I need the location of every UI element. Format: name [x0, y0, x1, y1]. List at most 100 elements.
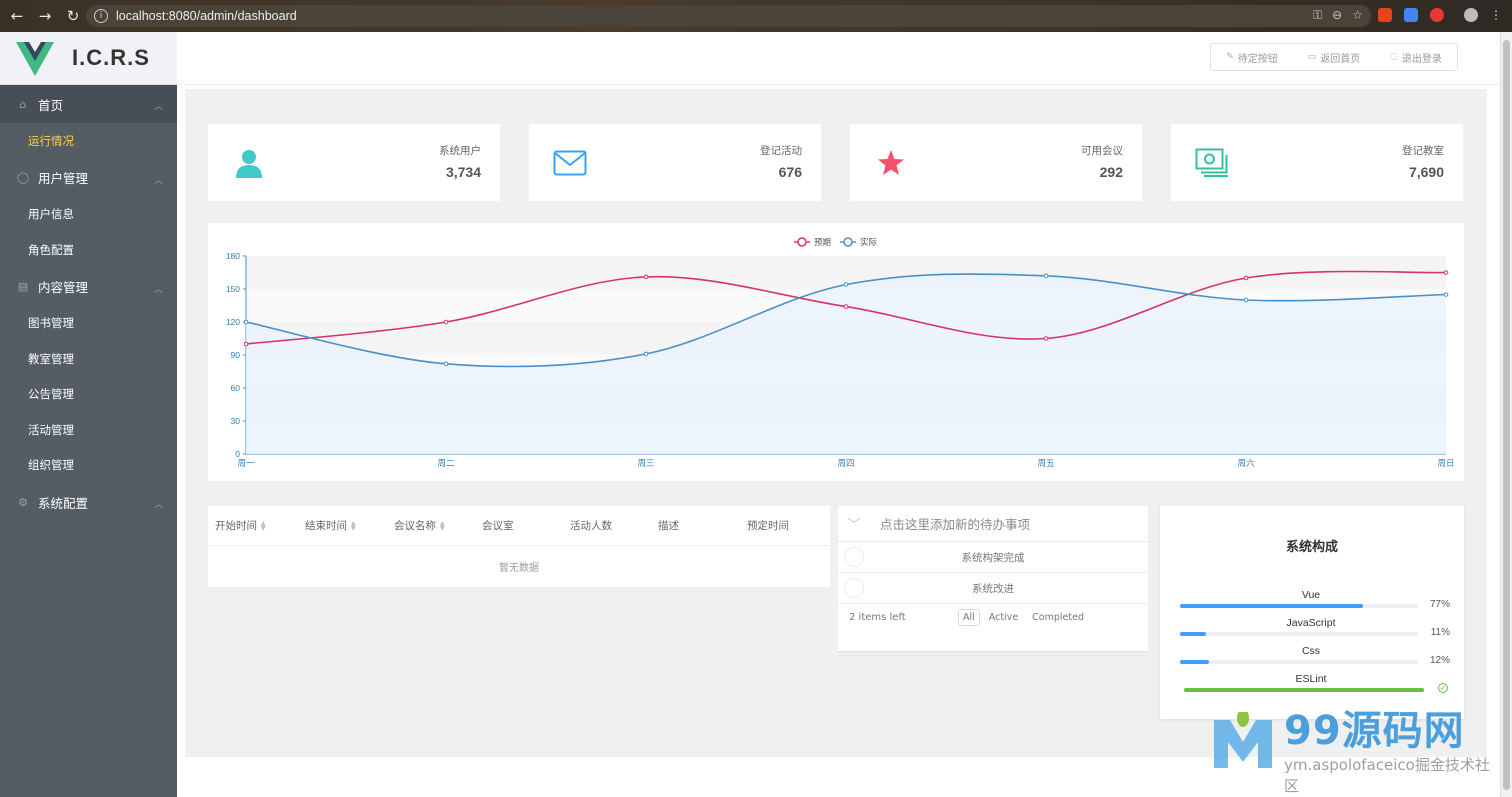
stat-value: 3,734 — [445, 164, 481, 180]
back-icon[interactable]: ← — [10, 7, 24, 25]
data-point — [1243, 297, 1249, 303]
table-column-header[interactable]: 结束时间 ▲ ▼ — [305, 518, 356, 533]
translate-extension-icon[interactable] — [1404, 8, 1418, 22]
todo-card: ﹀ 点击这里添加新的待办事项 系统构架完成 系统改进 2 items left … — [838, 506, 1148, 651]
zoom-icon[interactable]: ⊖ — [1332, 8, 1343, 22]
check-circle-icon: ✓ — [1438, 683, 1448, 693]
back-home-button-label: 返回首页 — [1320, 53, 1361, 65]
progress-track — [1184, 688, 1424, 692]
menu-item-books[interactable]: 图书管理 — [28, 316, 74, 331]
logout-button[interactable]: ◌ 退出登录 — [1375, 50, 1457, 65]
filter-all[interactable]: All — [958, 609, 980, 626]
x-tick-label: 周六 — [1237, 458, 1255, 469]
data-point — [643, 351, 649, 357]
stat-card-meetings[interactable]: 可用会议 292 — [850, 124, 1142, 201]
watermark-brand: 99源码网 — [1284, 708, 1465, 754]
menu-group-home[interactable]: ⌂ 首页 ︿ — [0, 85, 177, 123]
address-bar[interactable]: i localhost:8080/admin/dashboard ⚿ ⊖ ☆ — [86, 5, 1371, 27]
menu-item-user-info[interactable]: 用户信息 — [28, 207, 74, 222]
filter-completed[interactable]: Completed — [1032, 612, 1084, 623]
line-chart-card: 0 30 60 90 120 150 180 周一 周二 周三 周四 周五 周六 周日 预期 实际 — [208, 223, 1464, 481]
sort-icon[interactable]: ▲ ▼ — [261, 519, 266, 532]
tech-stack-title: 系统构成 — [1285, 540, 1338, 555]
tech-progress-row: Vue 77% — [1180, 589, 1450, 617]
stat-label: 可用会议 — [1081, 145, 1123, 157]
top-header: ✎ 待定按钮 ▭ 返回首页 ◌ 退出登录 — [177, 32, 1500, 85]
sort-icon[interactable]: ▲ ▼ — [440, 519, 445, 532]
logo[interactable]: I.C.R.S — [0, 32, 177, 85]
stat-value: 7,690 — [1408, 164, 1444, 180]
y-tick-label: 90 — [231, 350, 241, 360]
menu-item-organizations[interactable]: 组织管理 — [28, 458, 74, 473]
menu-group-system[interactable]: ⚙ 系统配置 ︿ — [0, 483, 177, 521]
tech-name: Css — [1301, 645, 1321, 657]
brand-name: I.C.R.S — [72, 45, 150, 70]
todo-item-text: 系统改进 — [972, 582, 1014, 595]
pending-button[interactable]: ✎ 待定按钮 — [1211, 50, 1293, 65]
progress-track — [1180, 604, 1418, 608]
user-icon: ◯ — [16, 171, 30, 184]
todo-item[interactable]: 系统构架完成 — [838, 542, 1148, 573]
todo-new-input[interactable]: 点击这里添加新的待办事项 — [880, 517, 1031, 532]
stat-card-activities[interactable]: 登记活动 676 — [529, 124, 821, 201]
y-tick-label: 180 — [226, 251, 240, 261]
x-tick-label: 周二 — [437, 459, 455, 469]
page-scrollbar[interactable] — [1500, 32, 1512, 797]
data-point — [643, 274, 649, 280]
table-header: 开始时间 ▲ ▼ 结束时间 ▲ ▼ 会议名称 ▲ ▼ 会议室 活动人数 描述 预定时间 — [208, 506, 830, 546]
office-extension-icon[interactable] — [1378, 8, 1392, 22]
edit-icon: ✎ — [1226, 52, 1234, 62]
chevron-up-icon: ︿ — [153, 284, 163, 295]
reload-icon[interactable]: ↻ — [66, 7, 80, 25]
forward-icon[interactable]: → — [38, 7, 52, 25]
back-home-button[interactable]: ▭ 返回首页 — [1293, 50, 1375, 65]
sidebar: I.C.R.S ⌂ 首页 ︿ 运行情况 ◯ 用户管理 ︿ 用户信息 角色配置 ▤… — [0, 32, 177, 797]
watermark-sub: ym.aspolofaceico掘金技术社区 — [1284, 756, 1490, 795]
pending-button-label: 待定按钮 — [1237, 53, 1278, 65]
info-icon[interactable]: i — [94, 9, 108, 23]
chevron-down-icon[interactable]: ﹀ — [847, 518, 861, 533]
menu-dots-icon[interactable]: ⋮ — [1490, 8, 1502, 22]
stat-card-users[interactable]: 系统用户 3,734 — [208, 124, 500, 201]
menu-item-running[interactable]: 运行情况 — [28, 133, 74, 148]
filter-active[interactable]: Active — [988, 612, 1019, 623]
progress-track — [1180, 632, 1418, 636]
sort-icon[interactable]: ▲ ▼ — [351, 519, 356, 532]
browser-toolbar: ← → ↻ i localhost:8080/admin/dashboard ⚿… — [0, 0, 1512, 32]
user-icon — [232, 146, 266, 180]
todo-checkbox[interactable] — [844, 547, 864, 567]
profile-avatar-icon[interactable] — [1464, 8, 1478, 22]
chevron-up-icon: ︿ — [153, 500, 163, 510]
menu-item-activities[interactable]: 活动管理 — [28, 422, 74, 437]
todo-checkbox[interactable] — [844, 578, 864, 598]
x-tick-label: 周一 — [237, 459, 255, 469]
table-column-header[interactable]: 会议名称 ▲ ▼ — [394, 518, 445, 533]
column-label: 预定时间 — [747, 520, 789, 532]
main-area: 系统用户 3,734 登记活动 676 可用会议 292 — [177, 85, 1500, 797]
star-icon — [874, 146, 908, 180]
chevron-up-icon: ︿ — [153, 102, 163, 112]
stat-card-classrooms[interactable]: 登记教室 7,690 — [1171, 124, 1463, 201]
key-icon[interactable]: ⚿ — [1313, 8, 1323, 22]
gear-icon: ⚙ — [18, 495, 28, 509]
table-column-header: 预定时间 — [747, 518, 789, 533]
header-button-group: ✎ 待定按钮 ▭ 返回首页 ◌ 退出登录 — [1210, 43, 1458, 71]
vue-logo-icon — [16, 42, 54, 76]
menu-group-content[interactable]: ▤ 内容管理 ︿ — [0, 268, 177, 306]
menu-item-role-config[interactable]: 角色配置 — [28, 242, 74, 257]
menu-group-users[interactable]: ◯ 用户管理 ︿ — [0, 159, 177, 197]
blocker-extension-icon[interactable] — [1430, 8, 1444, 22]
x-tick-label: 周五 — [1037, 459, 1055, 469]
todo-item[interactable]: 系统改进 — [838, 573, 1148, 604]
star-bookmark-icon[interactable]: ☆ — [1352, 8, 1363, 22]
todo-item-text: 系统构架完成 — [961, 551, 1025, 564]
stat-value: 676 — [778, 164, 802, 180]
table-column-header[interactable]: 开始时间 ▲ ▼ — [215, 518, 266, 533]
menu-item-classrooms[interactable]: 教室管理 — [28, 351, 74, 366]
meeting-table: 开始时间 ▲ ▼ 结束时间 ▲ ▼ 会议名称 ▲ ▼ 会议室 活动人数 描述 预定时间 暂无数据 — [208, 506, 830, 587]
legend-marker — [797, 237, 807, 247]
progress-fill — [1180, 632, 1207, 636]
data-point — [1243, 275, 1249, 281]
menu-item-notices[interactable]: 公告管理 — [28, 387, 74, 402]
stat-label: 登记活动 — [760, 145, 802, 157]
